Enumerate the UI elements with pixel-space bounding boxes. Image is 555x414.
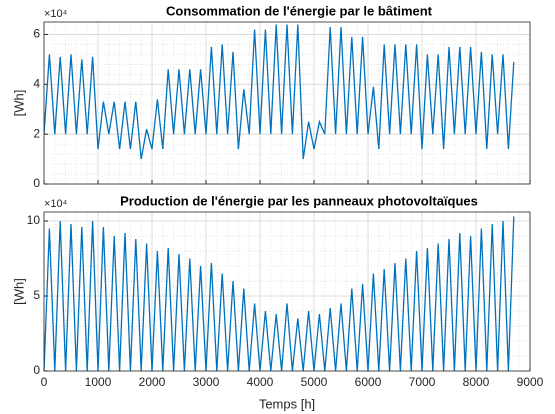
x-tick-label: 0 (41, 375, 48, 389)
x-tick-label: 5000 (301, 375, 328, 389)
y-axis-label: [Wh] (11, 278, 26, 305)
y-tick-label: 10 (27, 213, 41, 227)
axes-background (44, 22, 530, 184)
x-tick-label: 4000 (247, 375, 274, 389)
data-line (44, 24, 515, 160)
x-tick-label: 1000 (85, 375, 112, 389)
x-axis-label: Temps [h] (259, 396, 315, 411)
y-tick-label: 0 (33, 363, 40, 377)
x-tick-label: 6000 (355, 375, 382, 389)
exponent-label: ×10⁴ (44, 198, 68, 210)
y-tick-label: 0 (33, 176, 40, 190)
x-tick-label: 9000 (517, 375, 544, 389)
y-axis-label: [Wh] (11, 90, 26, 117)
x-tick-label: 2000 (139, 375, 166, 389)
chart-title: Consommation de l'énergie par le bâtimen… (166, 3, 433, 18)
y-tick-label: 4 (33, 76, 40, 90)
data-line (44, 216, 515, 371)
y-tick-label: 2 (33, 126, 40, 140)
axes-box (43, 211, 531, 372)
exponent-label: ×10⁴ (44, 8, 68, 20)
axes-box (43, 21, 531, 185)
chart-title: Production de l'énergie par les panneaux… (120, 193, 478, 208)
x-tick-label: 3000 (193, 375, 220, 389)
x-tick-label: 7000 (409, 375, 436, 389)
y-tick-label: 6 (33, 27, 40, 41)
y-tick-label: 5 (33, 288, 40, 302)
x-tick-label: 8000 (463, 375, 490, 389)
